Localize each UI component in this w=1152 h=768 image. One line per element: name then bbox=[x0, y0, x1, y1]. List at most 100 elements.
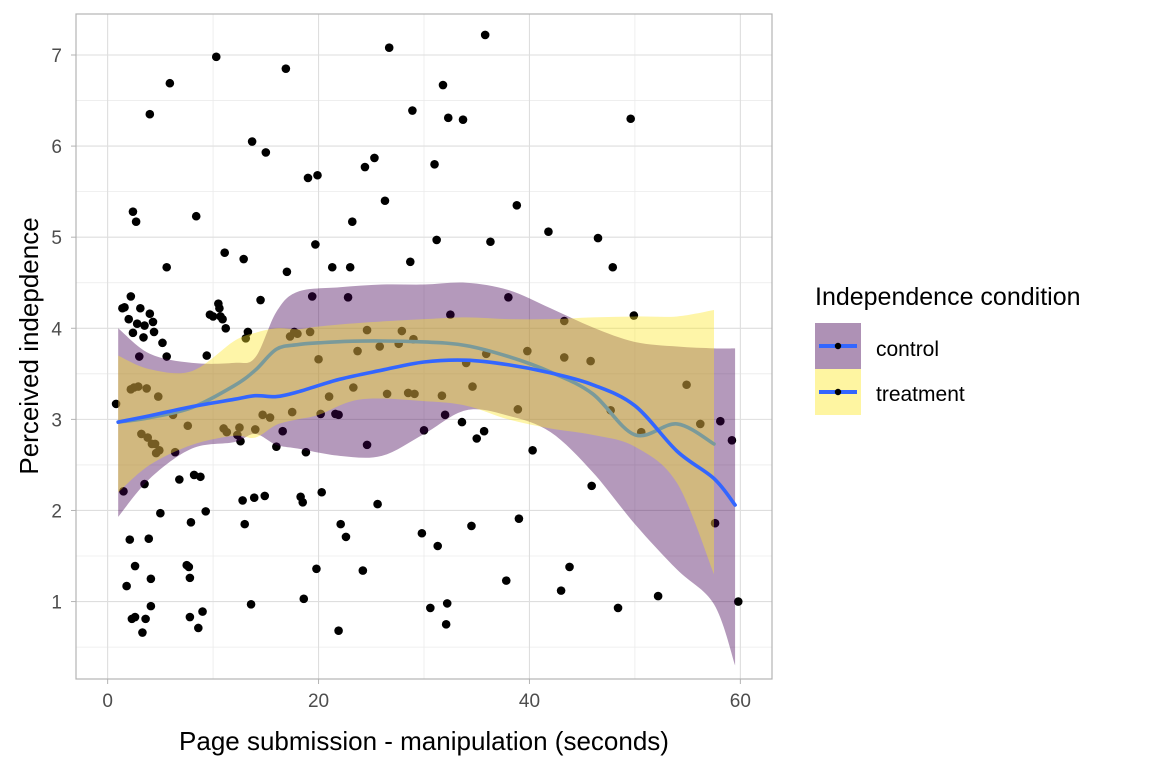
data-point bbox=[417, 528, 427, 538]
data-point bbox=[141, 614, 150, 624]
data-point bbox=[559, 316, 569, 326]
legend-label-control: control bbox=[876, 338, 939, 361]
data-point bbox=[137, 429, 146, 439]
data-point bbox=[695, 419, 705, 429]
data-point bbox=[250, 425, 260, 434]
data-point bbox=[523, 346, 532, 356]
data-point bbox=[334, 410, 343, 420]
data-point bbox=[122, 581, 131, 591]
data-point bbox=[218, 314, 227, 324]
data-point bbox=[146, 574, 156, 584]
data-point bbox=[349, 383, 358, 392]
data-point bbox=[243, 327, 253, 337]
data-point bbox=[501, 576, 511, 585]
legend-entry-control: control bbox=[815, 323, 939, 369]
data-point bbox=[345, 262, 355, 272]
legend-point-treatment bbox=[834, 388, 842, 396]
data-point bbox=[198, 607, 207, 616]
fit-lines bbox=[116, 339, 737, 507]
data-point bbox=[397, 326, 407, 336]
data-point bbox=[727, 436, 737, 445]
data-point bbox=[233, 430, 242, 440]
data-point bbox=[158, 338, 167, 348]
data-point bbox=[360, 162, 370, 172]
y-tick-label: 2 bbox=[51, 501, 62, 522]
data-point bbox=[111, 399, 121, 409]
data-point bbox=[513, 405, 523, 414]
data-point bbox=[220, 248, 229, 257]
data-point bbox=[208, 312, 218, 321]
data-point bbox=[240, 519, 250, 529]
x-tick-label: 0 bbox=[102, 691, 113, 712]
data-point bbox=[170, 447, 180, 457]
data-points bbox=[111, 30, 743, 637]
data-point bbox=[446, 310, 455, 319]
data-point bbox=[239, 254, 248, 264]
data-point bbox=[528, 446, 537, 455]
data-point bbox=[246, 600, 256, 609]
data-point bbox=[375, 342, 385, 351]
data-point bbox=[405, 257, 415, 267]
data-point bbox=[324, 392, 334, 401]
data-point bbox=[261, 148, 271, 157]
data-point bbox=[426, 603, 435, 613]
data-point bbox=[362, 325, 372, 335]
data-point bbox=[256, 295, 265, 305]
legend-title: Independence condition bbox=[815, 283, 1081, 311]
data-point bbox=[165, 78, 175, 88]
data-point bbox=[162, 352, 171, 361]
legend-label-treatment: treatment bbox=[876, 383, 965, 406]
data-point bbox=[430, 160, 439, 169]
data-point bbox=[458, 115, 468, 124]
data-point bbox=[211, 52, 221, 62]
data-point bbox=[403, 388, 413, 398]
legend-entry-treatment: treatment bbox=[815, 369, 965, 415]
data-point bbox=[336, 519, 345, 529]
data-point bbox=[287, 407, 297, 417]
data-point bbox=[133, 382, 143, 391]
data-point bbox=[629, 311, 639, 320]
data-point bbox=[559, 353, 569, 362]
data-point bbox=[419, 426, 429, 435]
data-point bbox=[235, 423, 244, 432]
data-point bbox=[149, 327, 159, 337]
data-point bbox=[150, 439, 160, 449]
data-point bbox=[316, 409, 325, 419]
data-point bbox=[457, 417, 467, 427]
data-point bbox=[432, 235, 441, 245]
data-point bbox=[373, 499, 382, 509]
data-point bbox=[140, 479, 149, 489]
data-point bbox=[120, 303, 129, 312]
confidence-band-control bbox=[118, 282, 736, 666]
data-point bbox=[480, 30, 490, 40]
data-point bbox=[215, 303, 224, 313]
data-point bbox=[408, 106, 417, 115]
data-point bbox=[305, 327, 315, 337]
data-point bbox=[138, 628, 147, 637]
data-point bbox=[362, 440, 372, 450]
data-point bbox=[258, 410, 267, 420]
fit-line-treatment bbox=[116, 339, 716, 446]
panel-border bbox=[75, 13, 773, 680]
data-point bbox=[314, 354, 323, 364]
data-point bbox=[238, 496, 247, 505]
data-point bbox=[247, 137, 257, 146]
y-axis-title: Perceived indepdence bbox=[14, 217, 44, 474]
grid-lines bbox=[76, 14, 772, 679]
data-point bbox=[341, 532, 351, 542]
data-point bbox=[370, 153, 379, 163]
data-point bbox=[184, 562, 194, 572]
data-point bbox=[191, 211, 201, 221]
axis-ticks: 0 20 40 60 1 2 3 4 5 6 7 bbox=[51, 46, 751, 712]
data-point bbox=[260, 491, 270, 501]
y-tick-label: 6 bbox=[51, 137, 62, 158]
data-point bbox=[384, 43, 394, 53]
data-point bbox=[301, 447, 311, 457]
y-tick-label: 4 bbox=[51, 319, 62, 340]
data-point bbox=[317, 487, 327, 497]
data-point bbox=[142, 384, 151, 393]
data-point bbox=[334, 626, 343, 636]
y-tick-label: 3 bbox=[51, 410, 62, 431]
data-point bbox=[202, 351, 212, 360]
